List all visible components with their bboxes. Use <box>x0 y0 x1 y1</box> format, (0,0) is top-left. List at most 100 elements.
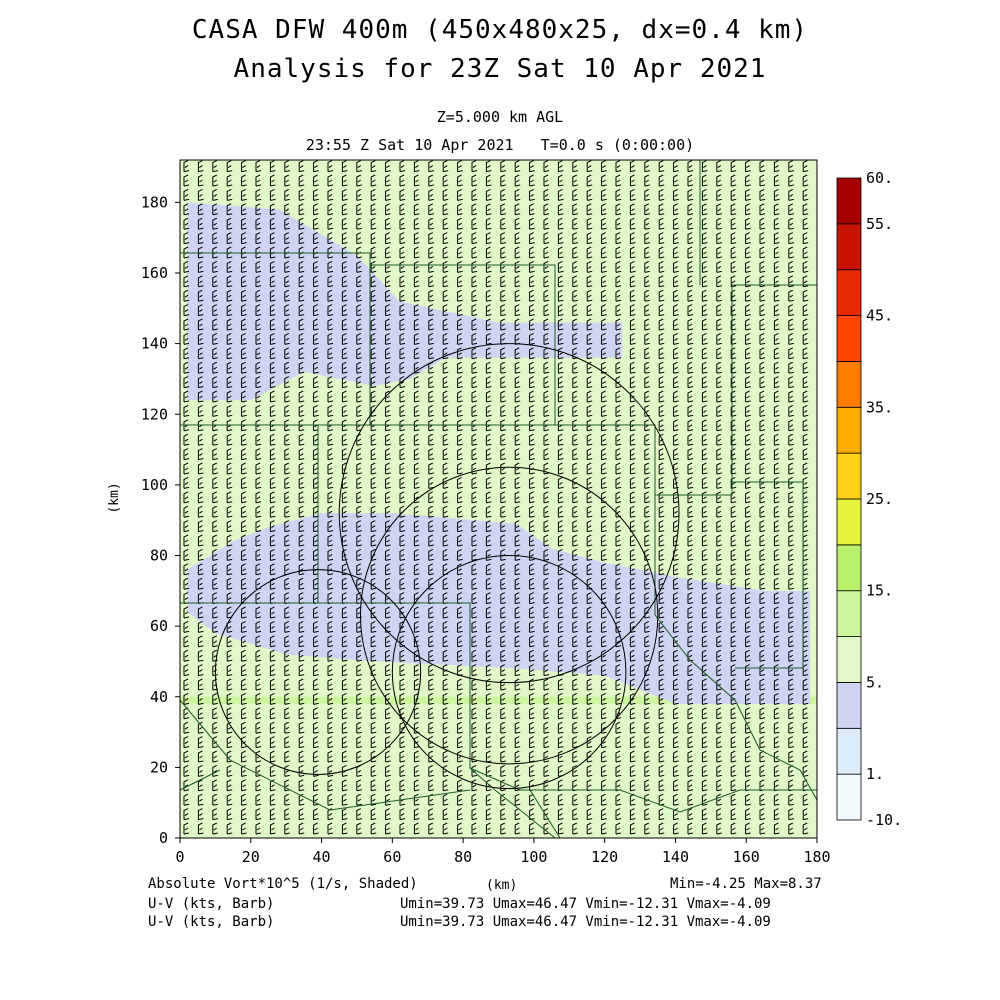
wind-barb <box>442 462 449 475</box>
wind-barb <box>773 721 780 734</box>
wind-barb <box>773 563 780 576</box>
wind-barb <box>442 347 449 360</box>
wind-barb <box>298 620 305 633</box>
wind-barb <box>716 764 722 777</box>
wind-barb <box>226 448 233 461</box>
wind-barb <box>514 203 521 216</box>
wind-barb <box>514 160 521 173</box>
wind-barb <box>457 520 463 533</box>
wind-barb <box>413 433 420 446</box>
wind-barb <box>716 318 722 331</box>
wind-barb <box>197 232 204 245</box>
wind-barb <box>269 332 276 345</box>
wind-barb <box>644 260 650 273</box>
wind-barb <box>773 520 780 533</box>
wind-barb <box>284 548 290 561</box>
wind-barb <box>500 692 506 705</box>
colorbar <box>836 177 862 821</box>
wind-barb <box>442 678 449 691</box>
wind-barb <box>269 707 276 720</box>
wind-barb <box>615 404 622 417</box>
wind-barb <box>529 692 535 705</box>
wind-barb <box>471 678 478 691</box>
wind-barb <box>543 548 550 561</box>
x-tick-label: 100 <box>520 848 547 866</box>
wind-barb <box>327 678 334 691</box>
wind-barb <box>183 736 190 749</box>
wind-barb <box>773 318 780 331</box>
wind-barb <box>601 433 607 446</box>
wind-barb <box>442 304 449 317</box>
wind-barb <box>701 692 708 705</box>
wind-barb <box>543 448 550 461</box>
wind-barb <box>428 505 434 518</box>
wind-barb <box>284 203 290 216</box>
wind-barb <box>226 217 233 230</box>
wind-barb <box>802 462 809 475</box>
wind-barb <box>341 577 348 590</box>
wind-barb <box>385 347 391 360</box>
minmax-label: Min=-4.25 Max=8.37 <box>670 876 822 892</box>
wind-barb <box>788 433 794 446</box>
wind-barb <box>413 476 420 489</box>
wind-barb <box>615 347 622 360</box>
wind-barb <box>428 203 434 216</box>
wind-barb <box>586 793 593 806</box>
wind-barb <box>773 822 780 835</box>
wind-barb <box>529 736 535 749</box>
wind-barb <box>241 620 247 633</box>
wind-barb <box>471 433 478 446</box>
wind-barb <box>284 577 290 590</box>
wind-barb <box>773 347 780 360</box>
wind-barb <box>788 563 794 576</box>
colorbar-label: 5. <box>866 673 884 691</box>
wind-barb <box>356 289 362 302</box>
wind-barb <box>644 822 650 835</box>
wind-barb <box>226 347 233 360</box>
wind-barb <box>356 721 362 734</box>
wind-barb <box>543 505 550 518</box>
wind-barb <box>701 793 708 806</box>
wind-barb <box>773 275 780 288</box>
wind-barb <box>313 822 319 835</box>
wind-barb <box>759 318 766 331</box>
wind-barb <box>586 678 593 691</box>
wind-barb <box>543 217 550 230</box>
wind-barb <box>788 232 794 245</box>
wind-barb <box>399 390 406 403</box>
wind-barb <box>514 808 521 821</box>
wind-barb <box>212 347 218 360</box>
wind-barb <box>183 692 190 705</box>
wind-barb <box>413 606 420 619</box>
wind-barb <box>241 534 247 547</box>
wind-barb <box>557 275 564 288</box>
wind-barb <box>226 678 233 691</box>
wind-barb <box>255 232 262 245</box>
wind-barb <box>241 289 247 302</box>
wind-barb <box>255 808 262 821</box>
wind-barb <box>298 779 305 792</box>
wind-barb <box>241 318 247 331</box>
wind-barb <box>413 332 420 345</box>
wind-barb <box>500 750 506 763</box>
wind-barb <box>241 606 247 619</box>
wind-barb <box>471 304 478 317</box>
wind-barb <box>341 260 348 273</box>
wind-barb <box>529 721 535 734</box>
wind-barb <box>212 750 218 763</box>
wind-barb <box>788 246 794 259</box>
wind-barb <box>370 203 377 216</box>
wind-barb <box>226 736 233 749</box>
wind-barb <box>226 462 233 475</box>
wind-barb <box>197 736 204 749</box>
wind-barb <box>687 419 694 432</box>
wind-barb <box>269 275 276 288</box>
wind-barb <box>529 635 535 648</box>
wind-barb <box>457 563 463 576</box>
wind-barb <box>341 707 348 720</box>
wind-barb <box>557 260 564 273</box>
wind-barb <box>601 332 607 345</box>
wind-barb <box>557 534 564 547</box>
wind-barb <box>399 332 406 345</box>
wind-barb <box>658 260 665 273</box>
